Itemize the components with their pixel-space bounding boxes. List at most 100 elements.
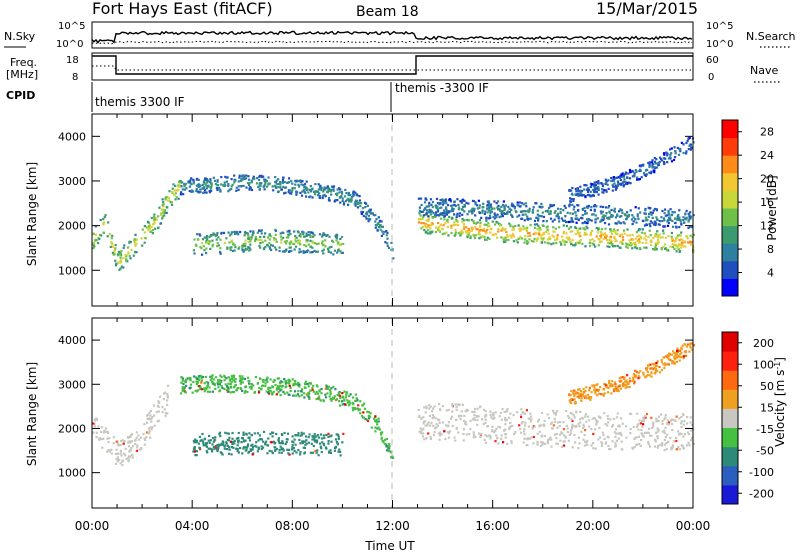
scatter-cell (437, 222, 440, 225)
scatter-cell (474, 226, 477, 229)
scatter-cell (153, 424, 156, 427)
scatter-cell (255, 177, 259, 180)
scatter-cell (542, 220, 545, 223)
scatter-cell (625, 379, 628, 382)
scatter-cell (98, 438, 101, 441)
scatter-cell (597, 187, 600, 190)
scatter-cell (234, 378, 237, 381)
scatter-cell (365, 217, 368, 220)
scatter-cell (325, 187, 328, 190)
scatter-cell (680, 346, 683, 349)
scatter-cell (666, 154, 669, 157)
scatter-cell (624, 214, 627, 217)
scatter-cell (280, 451, 283, 454)
scatter-cell (453, 203, 456, 206)
scatter-cell (311, 241, 314, 244)
scatter-cell (471, 418, 474, 421)
scatter-cell (309, 389, 312, 392)
scatter-cell (590, 444, 593, 447)
scatter-cell (428, 407, 431, 410)
scatter-cell (417, 197, 420, 200)
scatter-cell (667, 209, 670, 212)
scatter-cell (430, 203, 433, 206)
scatter-cell (569, 197, 572, 200)
scatter-cell (601, 183, 604, 186)
scatter-cell (195, 450, 199, 453)
scatter-cell (626, 246, 629, 249)
scatter-cell (478, 225, 482, 228)
scatter-cell (494, 429, 497, 432)
scatter-cell (137, 434, 140, 437)
scatter-cell (367, 220, 370, 223)
scatter-cell (536, 441, 539, 444)
scatter-cell (449, 210, 452, 213)
scatter-cell (521, 410, 524, 414)
scatter-cell (293, 390, 297, 393)
scatter-cell (641, 419, 644, 423)
scatter-cell (645, 223, 648, 226)
scatter-cell (579, 392, 582, 395)
scatter-cell (116, 460, 119, 463)
scatter-cell (658, 160, 661, 164)
scatter-cell (600, 228, 604, 231)
scatter-cell (665, 249, 669, 252)
scatter-cell (524, 421, 527, 424)
scatter-cell (676, 146, 679, 149)
scatter-cell (486, 435, 489, 438)
scatter-cell (604, 233, 607, 236)
scatter-cell (453, 213, 456, 216)
scatter-cell (219, 444, 222, 447)
scatter-cell (653, 171, 656, 174)
scatter-cell (667, 217, 671, 220)
scatter-cell (347, 203, 350, 206)
scatter-cell (557, 421, 560, 424)
scatter-cell (180, 191, 183, 194)
power-scatter (92, 136, 695, 271)
scatter-cell (94, 225, 97, 228)
scatter-cell (224, 183, 227, 186)
scatter-cell (164, 412, 167, 415)
scatter-cell (454, 228, 457, 231)
scatter-cell (590, 194, 593, 197)
scatter-cell (229, 248, 232, 252)
scatter-cell (568, 399, 571, 402)
scatter-cell (425, 226, 428, 229)
scatter-cell (661, 220, 664, 223)
scatter-cell (263, 178, 266, 181)
scatter-cell (350, 197, 353, 200)
scatter-cell (574, 425, 577, 428)
scatter-cell (375, 421, 378, 424)
scatter-cell (254, 444, 257, 447)
scatter-cell (288, 229, 291, 232)
scatter-cell (215, 187, 218, 190)
scatter-cell (442, 200, 445, 204)
scatter-cell (162, 209, 165, 212)
scatter-cell (676, 215, 679, 218)
scatter-cell (182, 389, 185, 392)
scatter-cell (676, 347, 679, 350)
scatter-cell (651, 216, 654, 219)
scatter-cell (104, 430, 107, 433)
scatter-cell (611, 214, 614, 217)
scatter-cell (216, 241, 219, 245)
scatter-cell (603, 412, 606, 415)
scatter-cell (465, 408, 468, 411)
scatter-cell (336, 192, 339, 195)
scatter-cell (506, 212, 509, 215)
scatter-cell (374, 430, 377, 433)
scatter-cell (244, 389, 247, 393)
scatter-cell (223, 181, 226, 184)
scatter-cell (614, 382, 617, 386)
scatter-cell (630, 244, 633, 247)
scatter-cell (573, 402, 576, 405)
scatter-cell (432, 424, 435, 427)
scatter-cell (104, 214, 107, 217)
scatter-cell (610, 208, 613, 212)
scatter-cell (200, 376, 203, 379)
scatter-cell (257, 439, 260, 442)
scatter-cell (237, 451, 240, 454)
scatter-cell (92, 241, 95, 244)
scatter-cell (585, 212, 588, 215)
scatter-cell (525, 229, 528, 232)
scatter-cell (352, 190, 355, 193)
